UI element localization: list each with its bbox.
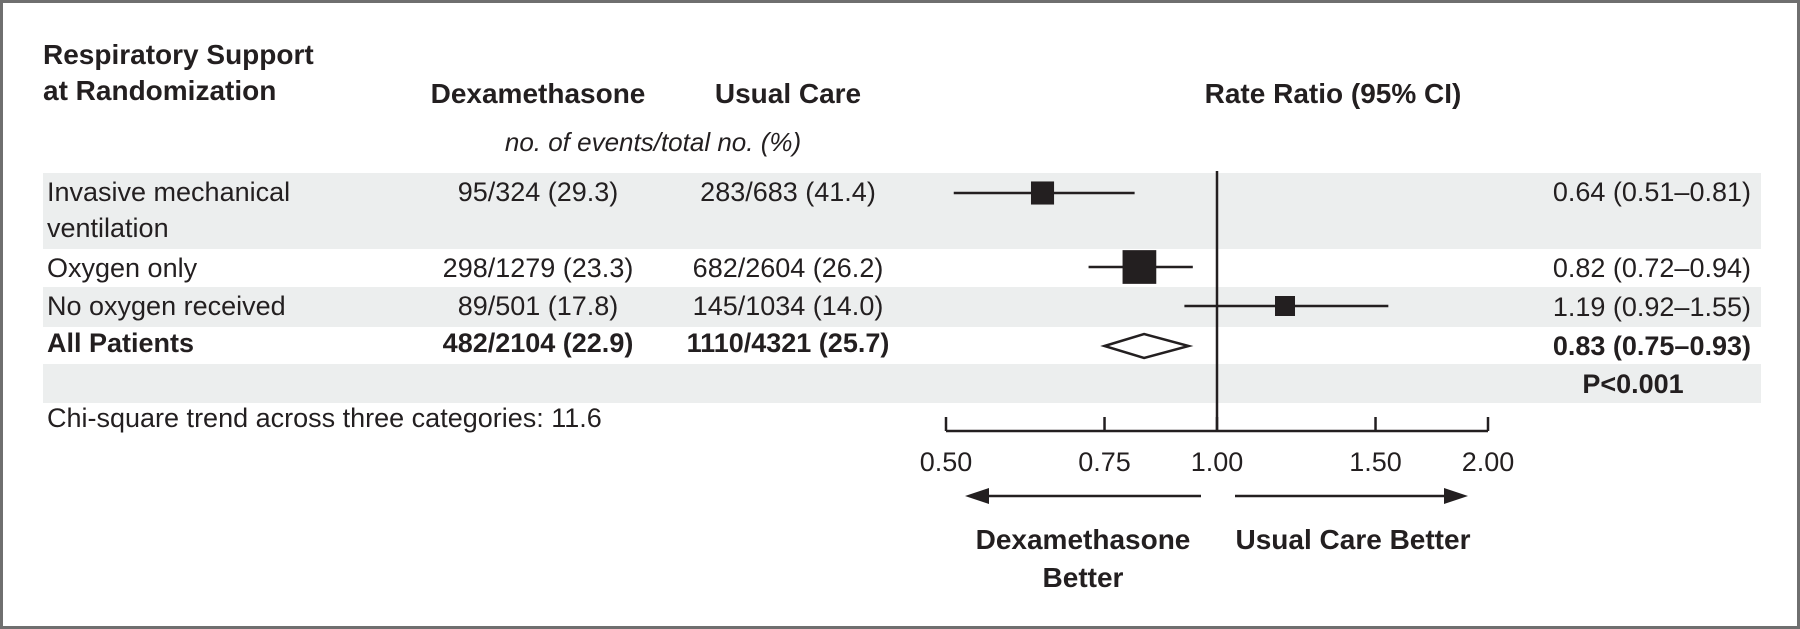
x-tick-label: 0.50: [920, 447, 973, 477]
row-band-invasive: [43, 173, 1761, 249]
chi-square-footnote: Chi-square trend across three categories…: [47, 403, 602, 433]
x-tick-label: 1.50: [1349, 447, 1402, 477]
row-no-oxygen-dexamethasone: 89/501 (17.8): [457, 291, 619, 321]
point-estimate-square: [1122, 250, 1157, 284]
counts-note: no. of events/total no. (%): [504, 127, 802, 157]
left-arrow-head: [965, 488, 989, 504]
dexamethasone-header: Dexamethasone: [430, 78, 646, 109]
row-invasive-ci: 0.64 (0.51–0.81): [1552, 177, 1751, 207]
row-all-patients-ci: 0.83 (0.75–0.93): [1552, 331, 1751, 361]
direction-left-label: Dexamethasone Better: [975, 524, 1191, 593]
row-oxygen-only-dexamethasone: 298/1279 (23.3): [442, 253, 634, 283]
row-label-all-patients: All Patients: [47, 328, 195, 358]
right-arrow-head: [1444, 488, 1468, 504]
direction-right-label: Usual Care Better: [1235, 524, 1471, 555]
row-oxygen-only-ci: 0.82 (0.72–0.94): [1552, 253, 1751, 283]
row-band-p-value: [43, 364, 1761, 403]
row-label-invasive: Invasive mechanical ventilation: [47, 177, 291, 243]
x-tick-label: 2.00: [1462, 447, 1515, 477]
overall-diamond: [1100, 332, 1194, 360]
p-value: P<0.001: [1582, 369, 1684, 399]
forest-plot-area: 0.50 0.75 1.00 1.50 2.00: [920, 171, 1515, 504]
usual-care-header: Usual Care: [714, 78, 862, 109]
row-no-oxygen-ci: 1.19 (0.92–1.55): [1552, 292, 1751, 322]
x-tick-label: 1.00: [1191, 447, 1244, 477]
row-band-no-oxygen: [43, 287, 1761, 327]
row-label-no-oxygen: No oxygen received: [47, 291, 286, 321]
subgroup-header: Respiratory Support at Randomization: [43, 39, 314, 106]
row-no-oxygen-usual-care: 145/1034 (14.0): [692, 291, 884, 321]
row-invasive-dexamethasone: 95/324 (29.3): [457, 177, 619, 207]
x-tick-label: 0.75: [1078, 447, 1131, 477]
rate-ratio-header: Rate Ratio (95% CI): [1204, 78, 1462, 109]
row-all-patients-usual-care: 1110/4321 (25.7): [686, 328, 890, 358]
point-estimate-square: [1030, 181, 1055, 205]
row-oxygen-only-usual-care: 682/2604 (26.2): [692, 253, 884, 283]
row-label-oxygen-only: Oxygen only: [47, 253, 198, 283]
point-estimate-square: [1275, 296, 1296, 316]
row-all-patients-dexamethasone: 482/2104 (22.9): [442, 328, 634, 358]
row-invasive-usual-care: 283/683 (41.4): [700, 177, 876, 207]
